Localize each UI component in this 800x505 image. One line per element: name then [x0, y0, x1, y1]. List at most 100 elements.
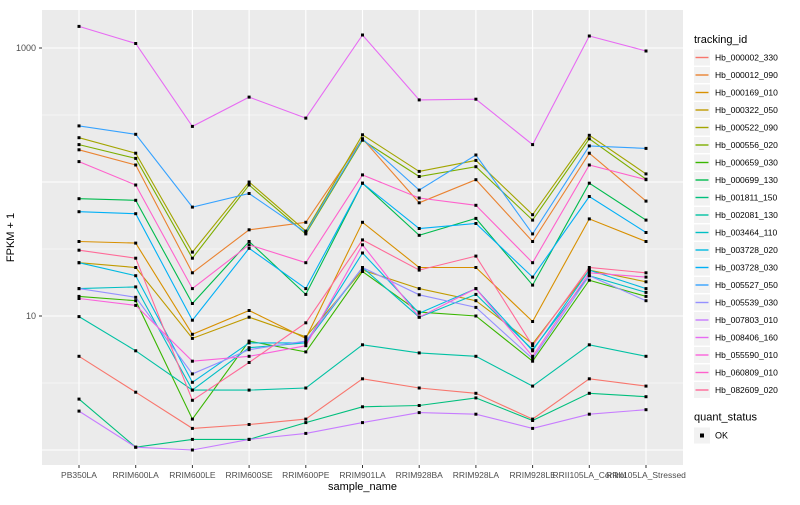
data-point — [134, 349, 138, 353]
data-point — [417, 227, 421, 230]
data-point — [190, 448, 194, 452]
data-point — [417, 188, 421, 192]
data-point — [134, 42, 138, 45]
x-tick-label: RRIM928BA — [396, 470, 444, 480]
data-point — [417, 404, 421, 407]
legend-label: Hb_003728_030 — [715, 263, 778, 273]
data-point — [77, 294, 81, 298]
data-point — [361, 405, 364, 409]
data-point — [247, 339, 251, 343]
data-point — [417, 311, 421, 315]
data-point — [474, 222, 478, 225]
data-point — [417, 196, 421, 200]
legend-label: Hb_060809_010 — [715, 368, 778, 378]
data-point — [247, 348, 251, 352]
data-point — [361, 266, 364, 269]
data-point — [247, 354, 251, 358]
data-point — [134, 274, 138, 278]
data-point — [474, 153, 478, 157]
data-point — [77, 240, 81, 243]
legend-label: Hb_082609_020 — [715, 385, 778, 395]
x-tick-label: RRIM928LE — [509, 470, 556, 480]
data-point — [190, 250, 194, 254]
data-point — [417, 293, 421, 297]
data-point — [134, 183, 138, 187]
legend-label: Hb_002081_130 — [715, 210, 778, 220]
data-point — [190, 359, 194, 363]
data-point — [587, 163, 591, 167]
data-point — [361, 343, 364, 347]
data-point — [644, 395, 648, 399]
data-point — [474, 216, 478, 220]
data-point — [531, 143, 535, 147]
data-point — [134, 163, 138, 167]
data-point — [587, 151, 591, 155]
x-tick-label: RRIM928LA — [453, 470, 500, 480]
legend-label: Hb_000522_090 — [715, 123, 778, 133]
data-point — [190, 271, 194, 275]
data-point — [247, 361, 251, 364]
data-point — [417, 266, 421, 269]
quant-status-marker-icon — [700, 433, 704, 438]
data-point — [77, 210, 81, 214]
legend-label: Hb_000322_050 — [715, 105, 778, 115]
legend-label: Hb_000659_030 — [715, 158, 778, 168]
data-point — [190, 287, 194, 291]
data-point — [304, 116, 308, 120]
data-point — [587, 181, 591, 185]
data-point — [134, 241, 138, 245]
data-point — [77, 124, 81, 128]
data-point — [361, 251, 364, 255]
data-point — [587, 343, 591, 347]
data-point — [587, 274, 591, 278]
data-point — [77, 136, 81, 140]
data-point — [587, 266, 591, 269]
data-point — [77, 148, 81, 152]
data-point — [247, 95, 251, 99]
data-point — [474, 266, 478, 269]
data-point — [247, 228, 251, 232]
data-point — [361, 220, 364, 224]
data-point — [644, 290, 648, 294]
data-point — [304, 335, 308, 339]
x-tick-label: RRIM600SE — [225, 470, 273, 480]
data-point — [474, 158, 478, 162]
data-point — [134, 156, 138, 160]
data-point — [361, 243, 364, 247]
data-point — [531, 240, 535, 243]
legend-label: Hb_000556_020 — [715, 140, 778, 150]
data-point — [304, 341, 308, 345]
data-point — [531, 344, 535, 348]
data-point — [190, 437, 194, 441]
data-point — [361, 181, 364, 185]
data-point — [644, 146, 648, 150]
data-point — [77, 261, 81, 265]
data-point — [190, 332, 194, 336]
data-point — [304, 386, 308, 390]
data-point — [304, 292, 308, 296]
data-point — [587, 144, 591, 148]
data-point — [417, 315, 421, 319]
data-point — [361, 33, 364, 37]
data-point — [304, 421, 308, 425]
data-point — [474, 287, 478, 291]
data-point — [587, 34, 591, 38]
data-point — [77, 409, 81, 413]
data-point — [247, 341, 251, 345]
data-point — [587, 377, 591, 381]
data-point — [304, 321, 308, 325]
x-tick-label: RRIM600LA — [113, 470, 160, 480]
data-point — [134, 445, 138, 449]
data-point — [531, 283, 535, 287]
data-point — [134, 285, 138, 289]
data-point — [361, 133, 364, 137]
data-point — [361, 377, 364, 381]
data-point — [77, 315, 81, 319]
data-point — [474, 165, 478, 169]
data-point — [531, 426, 535, 430]
data-point — [587, 268, 591, 272]
data-point — [77, 143, 81, 147]
data-point — [134, 256, 138, 260]
data-point — [587, 412, 591, 416]
data-point — [77, 160, 81, 164]
